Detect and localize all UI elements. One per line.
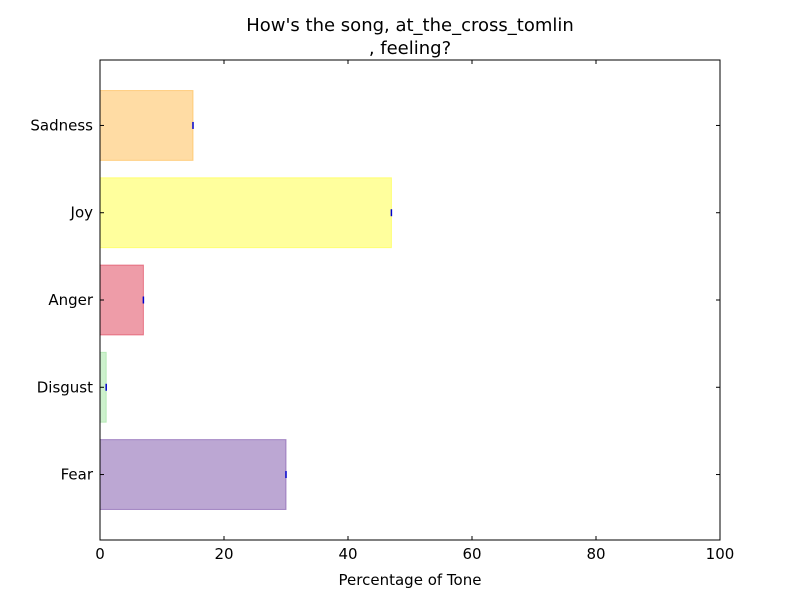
y-tick-label-joy: Joy bbox=[70, 204, 94, 222]
y-tick-label-disgust: Disgust bbox=[37, 378, 93, 396]
x-tick-label-40: 40 bbox=[338, 545, 357, 563]
x-tick-label-0: 0 bbox=[95, 545, 105, 563]
bar-anger bbox=[99, 264, 144, 336]
ticks-layer: Fear Disgust Anger Joy Sadness 0 20 40 60 80 100 bbox=[30, 60, 734, 563]
bar-fear bbox=[99, 439, 287, 510]
x-tick-label-20: 20 bbox=[214, 545, 233, 563]
y-tick-label-fear: Fear bbox=[61, 466, 94, 484]
y-tick-label-sadness: Sadness bbox=[30, 116, 93, 134]
x-tick-label-80: 80 bbox=[586, 545, 605, 563]
chart-title-line-1: How's the song, at_the_cross_tomlin bbox=[246, 15, 574, 36]
x-axis-label: Percentage of Tone bbox=[339, 571, 482, 589]
bars-layer bbox=[99, 90, 393, 510]
bar-sadness bbox=[99, 90, 194, 161]
y-tick-label-anger: Anger bbox=[48, 291, 94, 309]
plot-frame bbox=[99, 59, 721, 541]
chart-title-line-2: , feeling? bbox=[369, 38, 451, 59]
bar-joy bbox=[99, 177, 392, 249]
x-tick-label-60: 60 bbox=[462, 545, 481, 563]
x-tick-label-100: 100 bbox=[706, 545, 735, 563]
